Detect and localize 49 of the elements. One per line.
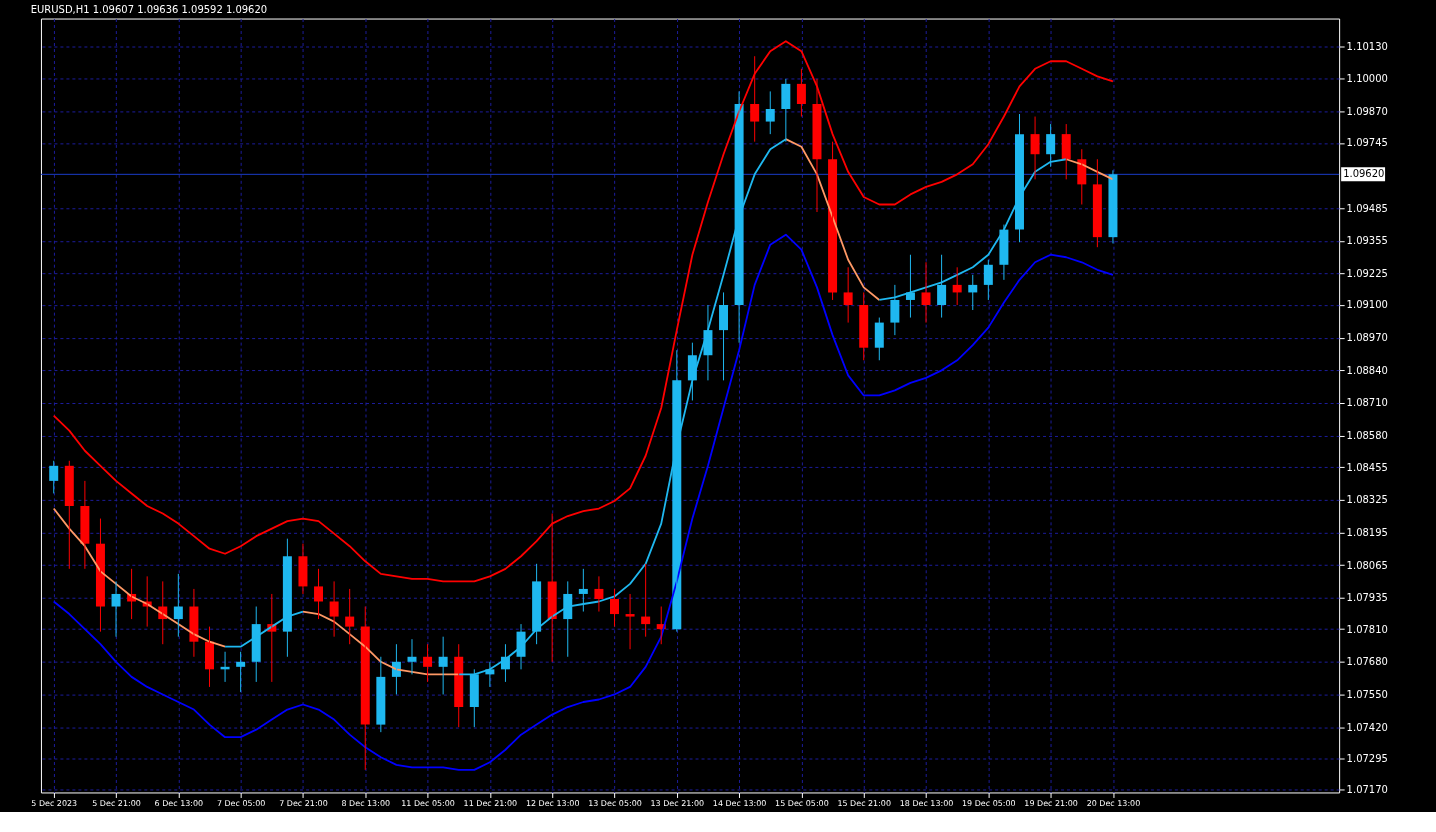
y-tick-label: 1.09745 [1346, 137, 1388, 149]
y-tick-label: 1.08970 [1346, 332, 1388, 344]
y-tick-label: 1.09225 [1346, 268, 1388, 280]
y-tick-label: 1.08195 [1346, 526, 1388, 538]
x-tick-label: 5 Dec 2023 [31, 798, 78, 808]
y-tick-label: 1.07680 [1346, 656, 1388, 668]
x-tick-label: 11 Dec 05:00 [401, 798, 455, 808]
x-tick-label: 5 Dec 21:00 [92, 798, 141, 808]
y-tick-label: 1.07810 [1346, 623, 1388, 635]
x-tick-label: 15 Dec 21:00 [837, 798, 892, 808]
x-tick-label: 6 Dec 13:00 [154, 798, 204, 808]
y-tick-label: 1.09485 [1346, 202, 1388, 214]
chart-title: EURUSD,H1 1.09607 1.09636 1.09592 1.09620 [30, 3, 268, 15]
y-tick-label: 1.10000 [1346, 73, 1388, 85]
x-tick-label: 13 Dec 05:00 [588, 798, 642, 808]
x-tick-label: 7 Dec 05:00 [216, 798, 266, 808]
y-tick-label: 1.08710 [1346, 397, 1388, 409]
candlestick [750, 55, 760, 143]
x-tick-label: 14 Dec 13:00 [712, 798, 767, 808]
x-tick-label: 11 Dec 21:00 [463, 798, 518, 808]
y-tick-label: 1.08065 [1346, 559, 1388, 571]
y-tick-label: 1.09100 [1346, 299, 1388, 311]
x-tick-label: 20 Dec 13:00 [1086, 798, 1141, 808]
x-tick-label: 18 Dec 13:00 [899, 798, 954, 808]
x-tick-label: 7 Dec 21:00 [279, 798, 328, 808]
candlestick [376, 656, 386, 733]
y-tick-label: 1.09355 [1346, 235, 1388, 247]
y-tick-label: 1.07935 [1346, 592, 1388, 604]
line-series [52, 233, 1114, 771]
x-tick-label: 15 Dec 05:00 [775, 798, 829, 808]
y-tick-label: 1.08580 [1346, 430, 1388, 442]
y-tick-label: 1.07295 [1346, 753, 1388, 765]
y-tick-label: 1.09870 [1346, 106, 1388, 118]
y-tick-label: 1.08840 [1346, 364, 1388, 376]
y-tick-label: 1.10130 [1346, 40, 1388, 52]
y-tick-label: 1.08325 [1346, 494, 1388, 506]
x-tick-label: 12 Dec 13:00 [525, 798, 580, 808]
x-tick-label: 8 Dec 13:00 [341, 798, 391, 808]
candlestick [859, 291, 869, 361]
x-tick-label: 13 Dec 21:00 [650, 798, 705, 808]
y-tick-label: 1.08455 [1346, 461, 1388, 473]
ref-line-label: 1.09620 [1343, 168, 1385, 180]
y-tick-label: 1.07550 [1346, 688, 1388, 700]
y-tick-label: 1.07170 [1346, 784, 1388, 796]
x-tick-label: 19 Dec 21:00 [1024, 798, 1078, 808]
y-tick-label: 1.07420 [1346, 721, 1388, 733]
x-tick-label: 19 Dec 05:00 [962, 798, 1016, 808]
candlestick [765, 90, 775, 135]
candlestick [625, 593, 635, 650]
